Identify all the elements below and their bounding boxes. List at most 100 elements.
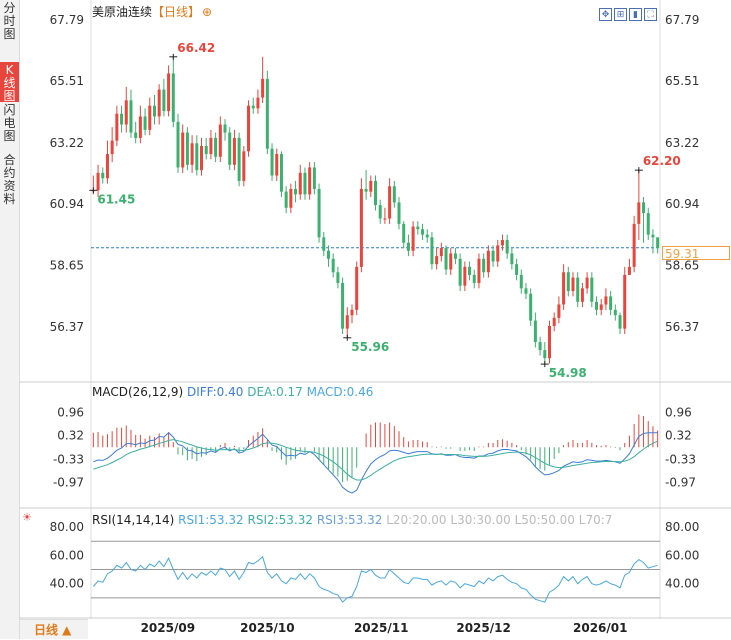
candle-body — [392, 186, 396, 203]
dea-value: DEA:0.17 — [247, 385, 303, 399]
candle-body — [232, 137, 236, 165]
candle-body — [124, 100, 128, 125]
candle-body — [406, 242, 410, 251]
macd-tick-right: -0.97 — [665, 476, 696, 490]
candle-body — [105, 154, 109, 179]
candle-body — [383, 218, 387, 220]
candle-body — [430, 237, 434, 265]
candle-body — [505, 240, 509, 254]
chart-toolbar: ✥ ⊞ ▮ ⛶ — [599, 2, 659, 21]
candle-body — [152, 105, 156, 117]
price-tick-left: 65.51 — [50, 74, 84, 88]
candle-body — [571, 277, 575, 292]
price-annotation: 62.20 — [643, 154, 681, 168]
candle-body — [265, 78, 269, 149]
candle-body — [120, 113, 124, 125]
candle-body — [453, 253, 457, 259]
candle-body — [350, 309, 354, 316]
candle-body — [289, 188, 293, 208]
candle-body — [642, 202, 646, 214]
candle-body — [402, 223, 406, 243]
fullscreen-icon[interactable]: ⛶ — [644, 8, 657, 21]
candle-body — [138, 116, 142, 138]
candle-body — [181, 132, 185, 168]
candle-body — [637, 202, 641, 224]
expand-icon[interactable]: ✥ — [599, 8, 612, 21]
settings-icon[interactable]: ☀ — [22, 511, 32, 524]
candle-body — [322, 237, 326, 251]
candle-body — [317, 188, 321, 238]
price-annotation: 54.98 — [549, 366, 587, 380]
candle-body — [214, 137, 218, 157]
marker-icon[interactable]: ▮ — [629, 8, 642, 21]
candle-body — [341, 282, 345, 329]
rsi-tick-right: 60.00 — [665, 548, 699, 562]
last-price-tag: 59.31 — [662, 246, 730, 261]
macd-legend: MACD(26,12,9) DIFF:0.40 DEA:0.17 MACD:0.… — [92, 385, 373, 399]
candle-body — [627, 266, 631, 275]
tab-kline[interactable]: K线图 — [0, 62, 19, 103]
l50-value: L50:50.00 — [514, 513, 575, 527]
candle-body — [439, 248, 443, 257]
macd-tick-left: 0.32 — [57, 429, 84, 443]
candle-body — [378, 205, 382, 219]
rsi-tick-left: 60.00 — [50, 548, 84, 562]
chart-title: 美原油连续【日线】 ⊕ — [92, 3, 212, 20]
candle-body — [364, 188, 368, 192]
candle-body — [576, 277, 580, 302]
macd-tick-right: 0.96 — [665, 405, 692, 419]
candle-body — [656, 237, 660, 249]
candle-body — [261, 78, 265, 98]
candle-body — [176, 121, 180, 168]
candle-body — [529, 293, 533, 321]
add-icon[interactable]: ⊕ — [202, 5, 213, 19]
price-tick-left: 63.22 — [50, 136, 84, 150]
rsi-tick-left: 40.00 — [50, 577, 84, 591]
rsi-tick-right: 40.00 — [665, 577, 699, 591]
candle-body — [247, 105, 251, 152]
candle-body — [359, 188, 363, 267]
tab-flash[interactable]: 闪电图 — [3, 103, 16, 143]
candle-body — [486, 250, 490, 273]
price-tick-right: 67.79 — [665, 13, 699, 27]
candle-body — [595, 301, 599, 310]
candle-body — [533, 320, 537, 343]
candle-body — [101, 172, 105, 179]
price-tick-right: 63.22 — [665, 136, 699, 150]
candle-body — [143, 116, 147, 130]
candle-body — [200, 145, 204, 171]
price-tick-right: 60.94 — [665, 197, 699, 211]
candle-body — [256, 97, 260, 109]
candle-body — [604, 296, 608, 305]
candle-body — [524, 288, 528, 294]
candle-body — [557, 304, 561, 318]
candle-body — [190, 143, 194, 165]
diff-line — [93, 432, 658, 494]
candle-body — [96, 172, 100, 191]
tab-contract-info[interactable]: 合约资料 — [3, 153, 16, 206]
candle-body — [416, 226, 420, 230]
candle-body — [590, 277, 594, 302]
macd-tick-right: 0.32 — [665, 429, 692, 443]
candle-body — [421, 229, 425, 235]
rsi-tick-left: 80.00 — [50, 520, 84, 534]
price-annotation: 55.96 — [351, 340, 389, 354]
candle-body — [599, 304, 603, 310]
macd-value: MACD:0.46 — [306, 385, 374, 399]
rsi-tick-right: 80.00 — [665, 520, 699, 534]
tab-intraday[interactable]: 分时图 — [3, 1, 16, 41]
dea-line — [93, 439, 658, 481]
fit-icon[interactable]: ⊞ — [614, 8, 627, 21]
candle-body — [204, 145, 208, 155]
candle-body — [308, 167, 312, 195]
candle-body — [115, 113, 119, 141]
candle-body — [552, 317, 556, 326]
candle-body — [284, 191, 288, 208]
candle-body — [110, 140, 114, 155]
candle-body — [547, 325, 551, 359]
candle-body — [129, 100, 133, 133]
price-tick-right: 65.51 — [665, 74, 699, 88]
period-selector[interactable]: 日线 ▲ — [20, 619, 88, 639]
candle-body — [167, 73, 171, 112]
